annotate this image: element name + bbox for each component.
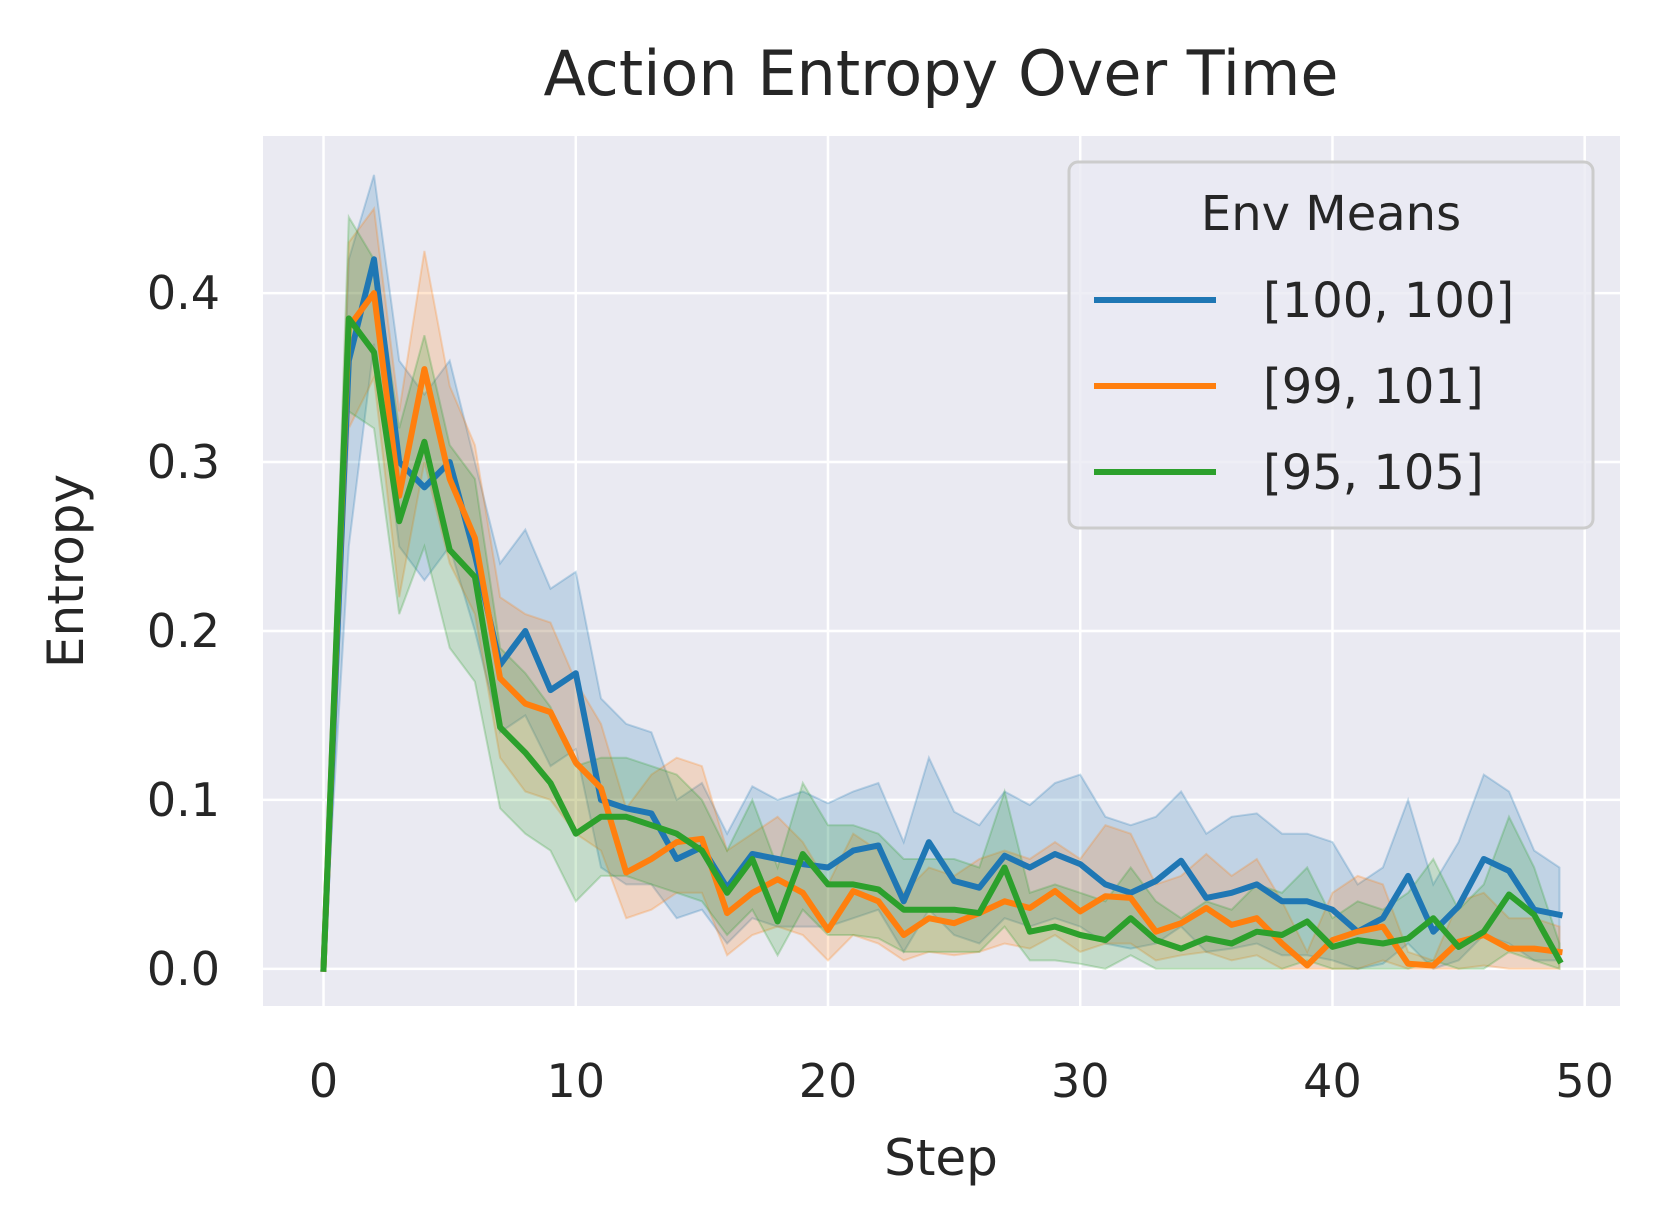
x-tick-label: 20 bbox=[799, 1054, 858, 1108]
x-tick-label: 10 bbox=[546, 1054, 605, 1108]
legend-title: Env Means bbox=[1201, 186, 1461, 242]
y-axis-ticks: 0.0 0.1 0.2 0.3 0.4 bbox=[147, 266, 220, 996]
legend-entry-label: [95, 105] bbox=[1263, 445, 1484, 501]
x-axis-ticks: 0 10 20 30 40 50 bbox=[309, 1054, 1614, 1108]
series-lines bbox=[320, 256, 1564, 972]
x-tick-label: 50 bbox=[1555, 1054, 1614, 1108]
legend-items: [100, 100] [99, 101] [95, 105] bbox=[1094, 273, 1514, 501]
y-tick-label: 0.1 bbox=[147, 773, 220, 827]
legend-entry-label: [100, 100] bbox=[1263, 273, 1514, 329]
x-tick-label: 30 bbox=[1051, 1054, 1110, 1108]
y-axis-label: Entropy bbox=[37, 474, 95, 668]
y-tick-label: 0.3 bbox=[147, 435, 220, 489]
chart-title: Action Entropy Over Time bbox=[543, 37, 1338, 110]
x-tick-label: 40 bbox=[1303, 1054, 1362, 1108]
series-line-3 bbox=[320, 315, 1564, 972]
x-axis-label: Step bbox=[884, 1129, 998, 1187]
x-tick-label: 0 bbox=[309, 1054, 338, 1108]
legend: Env Means [100, 100] [99, 101] [95, 105] bbox=[1067, 160, 1595, 530]
y-tick-label: 0.0 bbox=[147, 942, 220, 996]
series-line-2 bbox=[320, 290, 1563, 972]
legend-box bbox=[1067, 160, 1595, 530]
y-tick-label: 0.2 bbox=[147, 604, 220, 658]
series-line-1 bbox=[320, 256, 1564, 972]
confidence-band-series-2 bbox=[322, 206, 1561, 970]
legend-entry-label: [99, 101] bbox=[1263, 359, 1484, 415]
y-tick-label: 0.4 bbox=[147, 266, 220, 320]
